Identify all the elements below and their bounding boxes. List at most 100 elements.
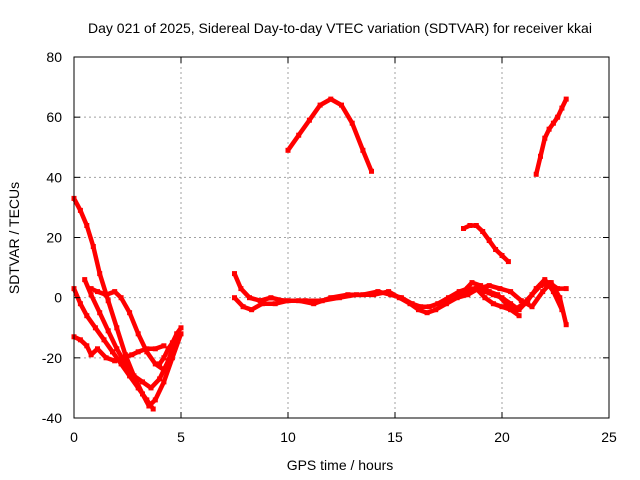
data-point bbox=[97, 271, 103, 277]
data-point bbox=[144, 397, 150, 403]
data-point bbox=[478, 283, 484, 289]
data-point bbox=[418, 304, 424, 310]
data-point bbox=[296, 132, 302, 138]
y-tick-label: -20 bbox=[42, 350, 62, 366]
data-point bbox=[306, 117, 312, 123]
data-point bbox=[88, 292, 94, 298]
data-point bbox=[443, 301, 449, 307]
data-point bbox=[499, 304, 505, 310]
data-point bbox=[118, 361, 124, 367]
data-point bbox=[435, 301, 441, 307]
data-point bbox=[493, 247, 499, 252]
y-tick-label: 80 bbox=[46, 49, 62, 65]
chart-title: Day 021 of 2025, Sidereal Day-to-day VTE… bbox=[88, 20, 592, 36]
series-arc-6 bbox=[157, 325, 184, 367]
x-tick-label: 25 bbox=[601, 429, 617, 445]
data-point bbox=[157, 376, 163, 382]
data-point bbox=[105, 298, 111, 304]
data-point bbox=[529, 304, 535, 310]
data-point bbox=[152, 361, 158, 367]
data-point bbox=[101, 337, 107, 343]
data-point bbox=[95, 289, 100, 295]
data-point bbox=[103, 355, 109, 361]
data-point bbox=[518, 298, 524, 304]
data-point bbox=[369, 168, 374, 174]
data-point bbox=[473, 223, 479, 228]
data-point bbox=[371, 292, 377, 298]
series-arc-10 bbox=[456, 286, 522, 319]
data-point bbox=[135, 385, 141, 391]
data-point bbox=[114, 325, 120, 331]
data-point bbox=[150, 406, 156, 412]
data-point bbox=[152, 346, 158, 352]
data-point bbox=[302, 298, 308, 304]
data-point bbox=[135, 331, 141, 337]
data-point bbox=[285, 298, 291, 304]
data-point bbox=[127, 310, 133, 316]
data-point bbox=[174, 331, 180, 337]
data-point bbox=[486, 289, 492, 295]
data-point bbox=[538, 153, 543, 159]
data-point bbox=[555, 286, 561, 292]
series-arc-8 bbox=[232, 280, 569, 328]
data-point bbox=[360, 147, 366, 153]
data-point bbox=[319, 298, 325, 304]
data-point bbox=[497, 286, 503, 292]
x-axis-label: GPS time / hours bbox=[287, 457, 394, 473]
data-point bbox=[516, 307, 522, 313]
data-point bbox=[426, 304, 432, 310]
data-point bbox=[480, 229, 486, 234]
y-tick-label: 0 bbox=[54, 290, 62, 306]
data-point bbox=[161, 367, 167, 373]
data-point bbox=[103, 292, 109, 298]
data-point bbox=[529, 292, 535, 298]
y-tick-label: 60 bbox=[46, 109, 62, 125]
data-point bbox=[77, 207, 83, 213]
series-line bbox=[82, 277, 179, 391]
data-point bbox=[508, 301, 514, 307]
data-point bbox=[456, 292, 462, 298]
data-point bbox=[486, 238, 492, 243]
data-point bbox=[469, 280, 475, 286]
data-point bbox=[95, 346, 100, 352]
data-point bbox=[232, 295, 237, 301]
data-point bbox=[482, 295, 488, 301]
data-point bbox=[416, 307, 421, 313]
data-point bbox=[446, 295, 451, 301]
data-point bbox=[77, 301, 83, 307]
data-point bbox=[563, 96, 569, 102]
data-point bbox=[490, 301, 496, 307]
data-point bbox=[563, 286, 569, 292]
data-point bbox=[259, 301, 265, 307]
data-point bbox=[178, 331, 184, 337]
data-point bbox=[144, 346, 150, 352]
data-point bbox=[503, 301, 509, 307]
data-point bbox=[112, 358, 118, 364]
data-point bbox=[129, 352, 135, 358]
data-point bbox=[97, 310, 103, 316]
data-point bbox=[550, 289, 556, 295]
data-point bbox=[152, 397, 158, 403]
data-point bbox=[257, 298, 263, 304]
data-point bbox=[467, 223, 473, 228]
data-point bbox=[386, 289, 392, 295]
data-point bbox=[516, 313, 522, 319]
data-point bbox=[169, 340, 175, 346]
data-point bbox=[512, 307, 518, 313]
x-tick-label: 5 bbox=[177, 429, 185, 445]
x-tick-label: 15 bbox=[387, 429, 403, 445]
data-point bbox=[131, 373, 137, 379]
data-point bbox=[396, 295, 402, 301]
data-point bbox=[272, 301, 278, 307]
data-point bbox=[542, 277, 548, 283]
x-tick-label: 10 bbox=[280, 429, 296, 445]
data-point bbox=[118, 295, 124, 301]
data-point bbox=[546, 126, 552, 132]
data-point bbox=[461, 226, 466, 231]
data-point bbox=[473, 286, 479, 292]
data-point bbox=[238, 286, 244, 292]
axis-ticks: 0 5 10 15 20 25 -40 -20 0 20 40 60 80 bbox=[42, 49, 617, 445]
data-point bbox=[505, 259, 511, 265]
data-point bbox=[540, 289, 546, 295]
data-point bbox=[232, 271, 237, 277]
